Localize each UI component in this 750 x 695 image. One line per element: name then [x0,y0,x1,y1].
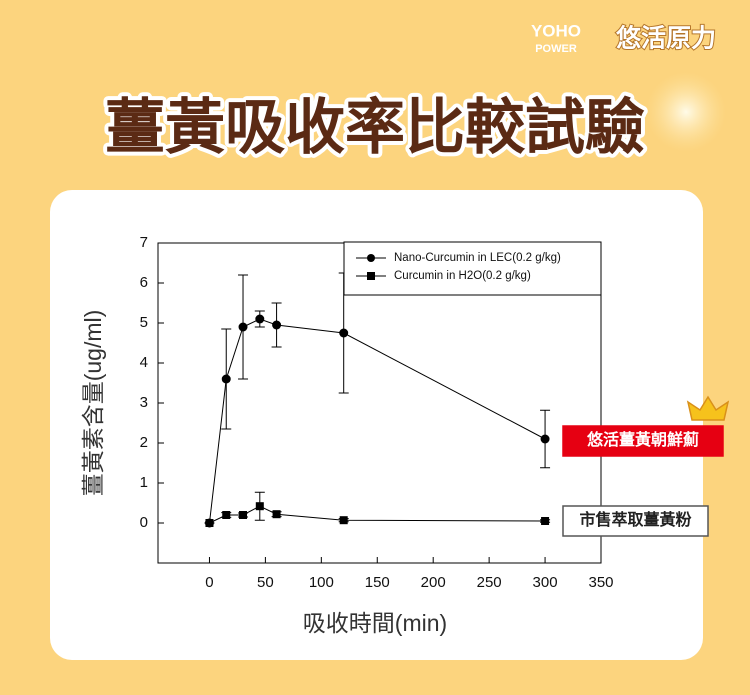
y-tick-label: 5 [140,314,148,331]
brand-logo: YOHO [531,21,581,40]
y-tick-label: 3 [140,394,148,411]
sparkle [646,72,726,152]
marker [255,502,264,511]
marker [222,511,231,519]
marker [205,519,214,527]
x-tick-label: 250 [477,574,502,591]
marker [339,516,348,525]
x-tick-label: 350 [588,574,613,591]
legend-marker [367,254,375,262]
y-tick-label: 1 [140,474,148,491]
marker [540,434,550,444]
x-tick-label: 50 [257,574,274,591]
chart-title: 薑黃吸收率比較試驗 [105,94,645,161]
marker [541,517,550,525]
x-tick-label: 0 [205,574,213,591]
annotation-box [562,505,709,537]
x-tick-label: 150 [365,574,390,591]
marker [272,510,281,519]
y-tick-label: 2 [140,434,148,451]
legend-label: Curcumin in H2O(0.2 g/kg) [394,270,531,282]
y-tick-label: 0 [140,514,148,531]
x-tick-label: 100 [309,574,334,591]
y-tick-label: 7 [140,234,148,251]
marker [272,320,282,330]
brand-logo-sub: POWER [535,43,577,55]
marker [339,328,349,338]
marker [255,314,265,324]
x-tick-label: 200 [421,574,446,591]
crown-icon [686,395,730,421]
legend-marker [367,272,375,280]
x-axis-label: 吸收時間(min) [303,610,447,636]
y-tick-label: 4 [140,354,148,371]
annotation-text: 市售萃取薑黃粉 [579,510,691,529]
annotation-box [562,425,724,457]
y-axis-label: 薑黃素含量(ug/ml) [80,310,106,497]
annotation-text: 悠活薑黃朝鮮薊 [586,430,699,449]
legend-box [343,241,602,296]
card [50,190,703,660]
marker [239,511,248,519]
brand-name: 悠活原力 [615,24,716,53]
marker [238,322,248,332]
legend-label: Nano-Curcumin in LEC(0.2 g/kg) [394,252,561,264]
x-tick-label: 300 [533,574,558,591]
y-tick-label: 6 [140,274,148,291]
marker [221,374,231,384]
